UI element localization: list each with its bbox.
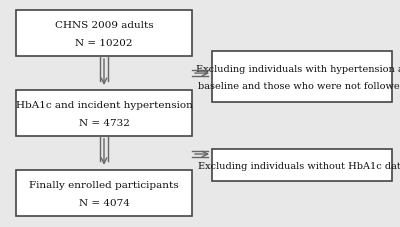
- Text: Excluding individuals with hypertension at: Excluding individuals with hypertension …: [196, 65, 400, 74]
- FancyBboxPatch shape: [212, 150, 392, 182]
- Text: Finally enrolled participants: Finally enrolled participants: [29, 180, 179, 189]
- Text: N = 10202: N = 10202: [75, 39, 133, 48]
- Text: N = 4732: N = 4732: [78, 118, 130, 128]
- Text: N = 4074: N = 4074: [78, 198, 130, 207]
- FancyBboxPatch shape: [212, 52, 392, 102]
- Text: HbA1c and incident hypertension: HbA1c and incident hypertension: [16, 100, 192, 109]
- Text: CHNS 2009 adults: CHNS 2009 adults: [55, 21, 153, 30]
- FancyBboxPatch shape: [16, 11, 192, 57]
- FancyBboxPatch shape: [16, 170, 192, 216]
- Text: baseline and those who were not followed: baseline and those who were not followed: [198, 82, 400, 91]
- FancyBboxPatch shape: [16, 91, 192, 136]
- Text: Excluding individuals without HbA1c data: Excluding individuals without HbA1c data: [198, 161, 400, 170]
